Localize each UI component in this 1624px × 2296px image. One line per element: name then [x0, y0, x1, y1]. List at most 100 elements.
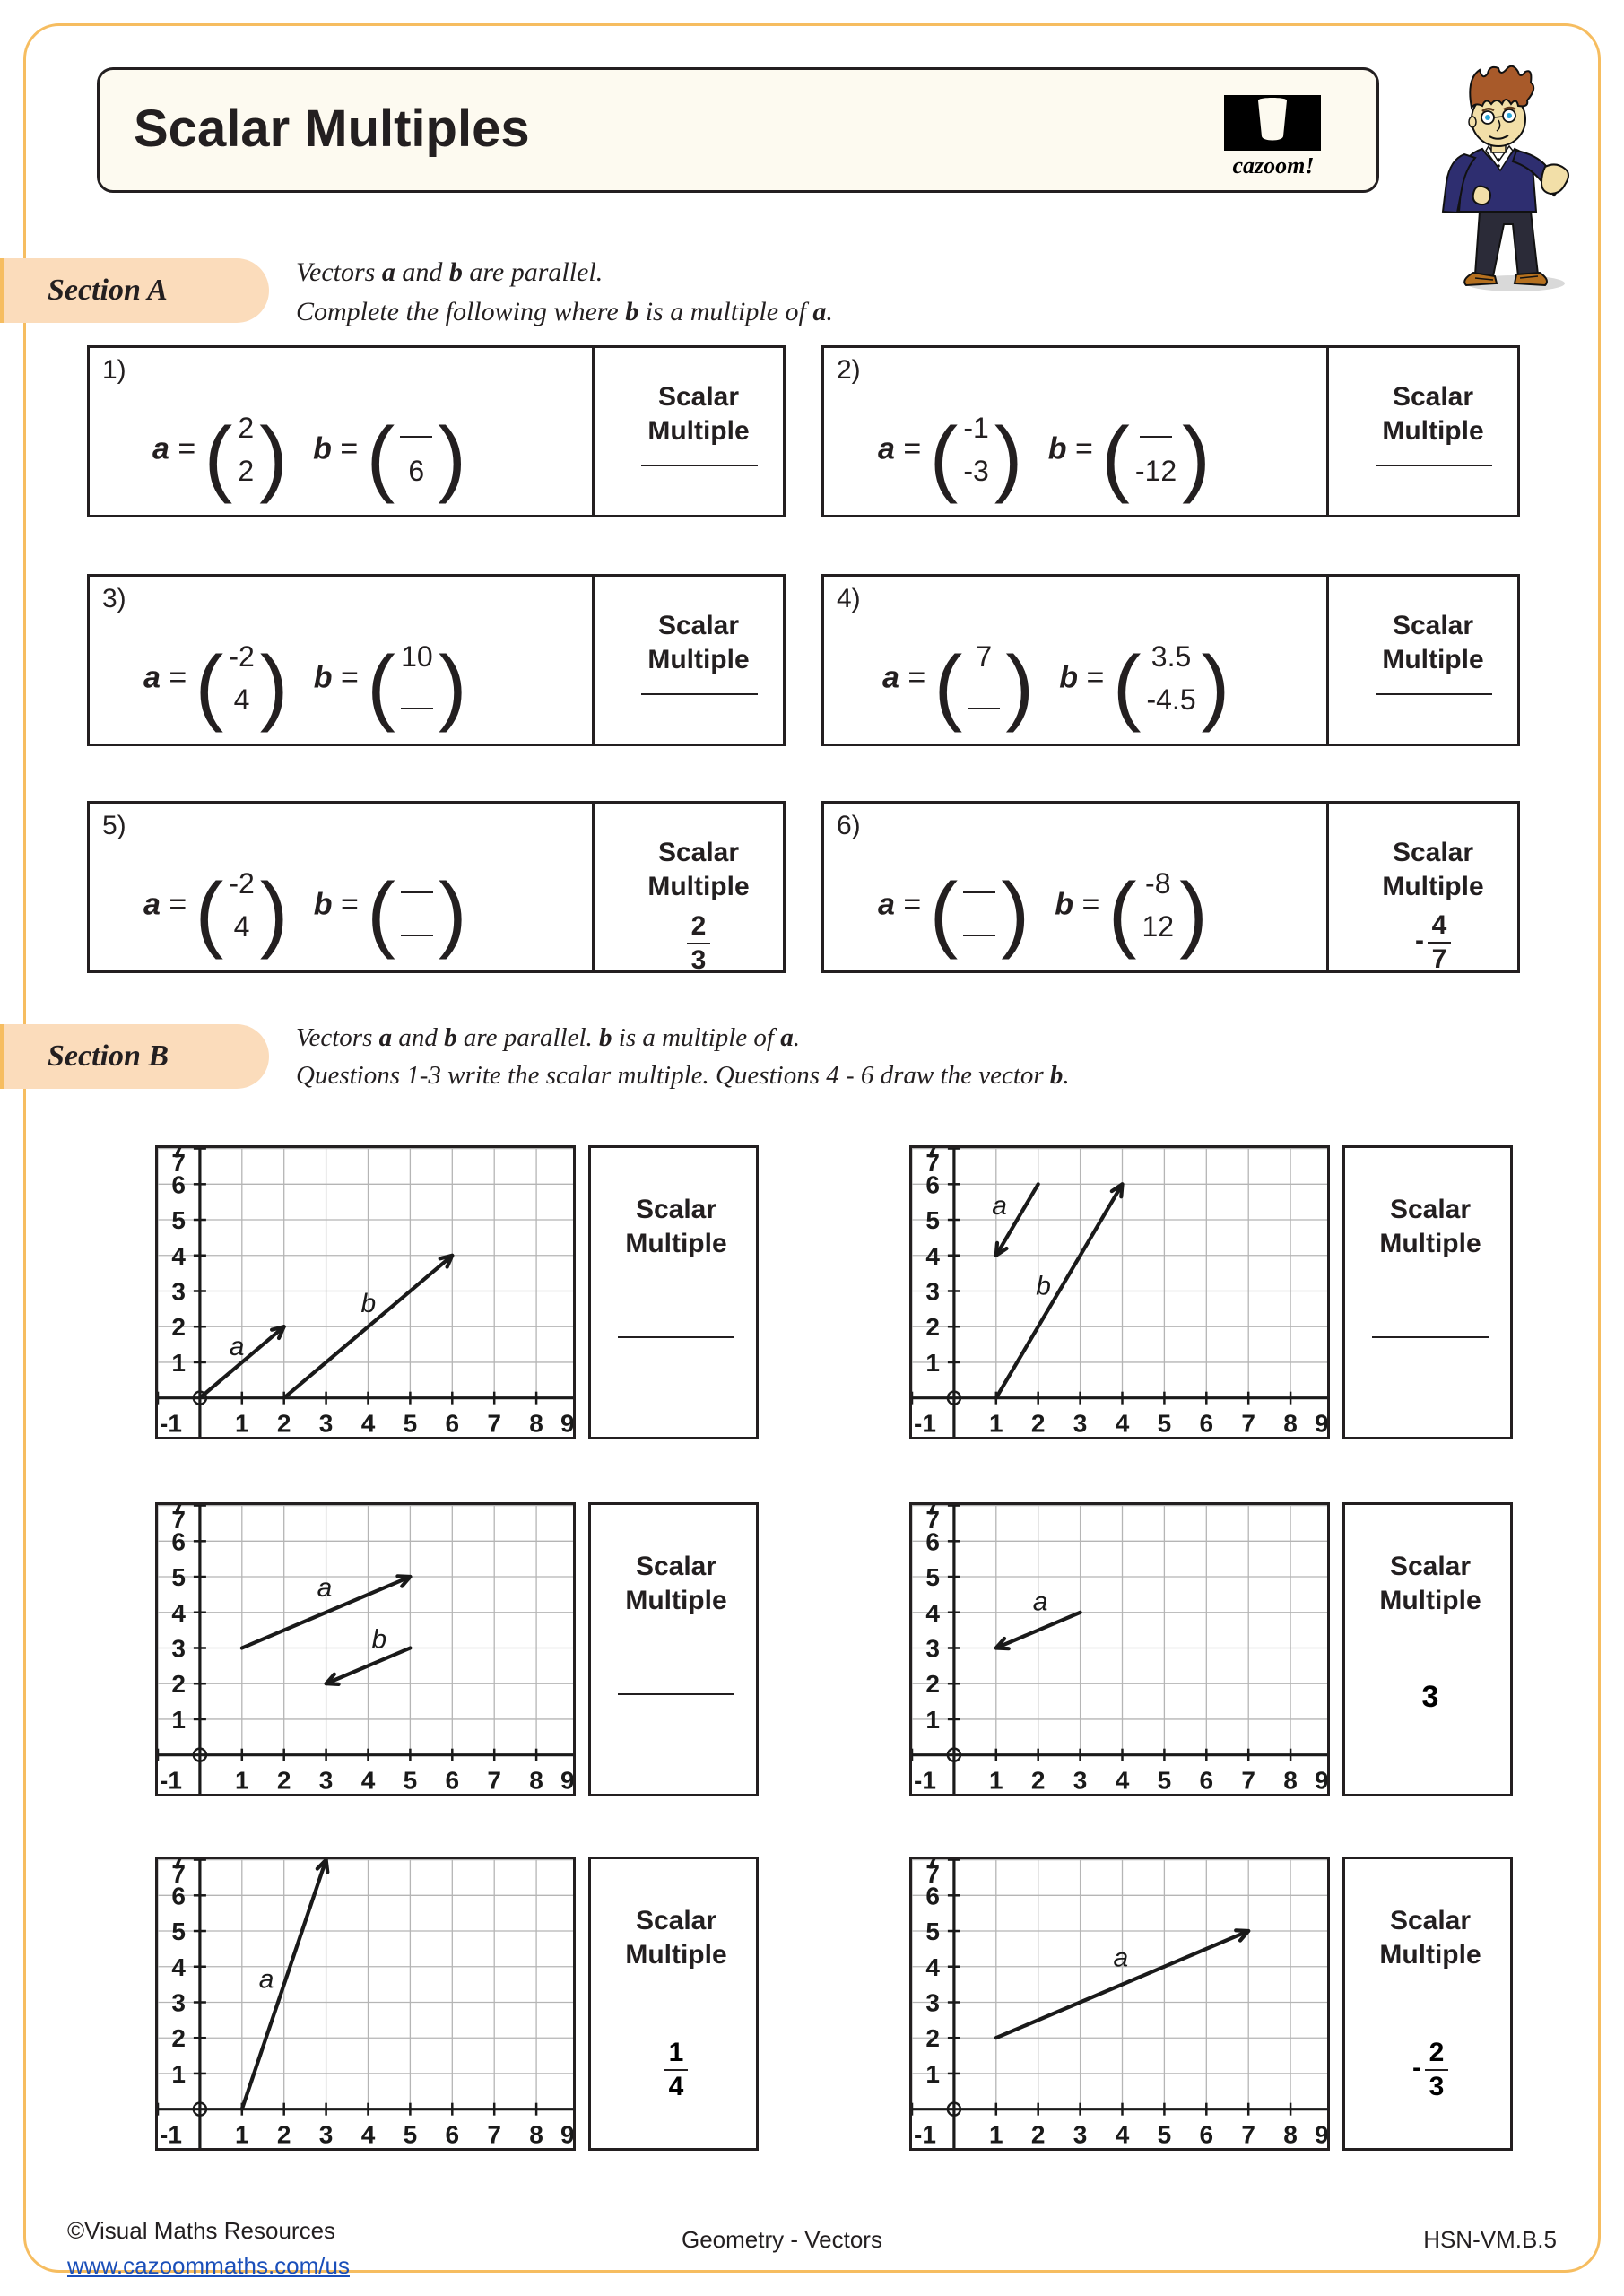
- svg-text:1: 1: [989, 2121, 1003, 2149]
- svg-text:2: 2: [1031, 2121, 1046, 2149]
- svg-text:6: 6: [446, 1410, 460, 1438]
- svg-text:1: 1: [925, 1349, 940, 1377]
- svg-text:9: 9: [560, 1410, 575, 1438]
- svg-text:8: 8: [529, 1767, 543, 1795]
- svg-text:2: 2: [277, 1410, 291, 1438]
- svg-text:6: 6: [1200, 1410, 1214, 1438]
- svg-text:2: 2: [171, 1313, 186, 1341]
- svg-text:3: 3: [171, 1277, 186, 1305]
- svg-text:a: a: [317, 1573, 333, 1603]
- svg-text:4: 4: [925, 1242, 940, 1270]
- svg-text:3: 3: [1073, 2121, 1088, 2149]
- svg-text:1: 1: [925, 2060, 940, 2088]
- svg-text:a: a: [259, 1965, 274, 1995]
- svg-text:3: 3: [925, 1634, 940, 1662]
- svg-text:6: 6: [446, 1767, 460, 1795]
- svg-text:4: 4: [171, 1599, 186, 1627]
- svg-text:b: b: [361, 1289, 377, 1318]
- svg-text:-1: -1: [914, 1410, 936, 1438]
- svg-text:5: 5: [1158, 1410, 1172, 1438]
- svg-text:7: 7: [171, 1149, 186, 1177]
- svg-text:a: a: [230, 1332, 245, 1361]
- svg-text:9: 9: [560, 2121, 575, 2149]
- svg-text:2: 2: [277, 1767, 291, 1795]
- svg-text:3: 3: [1073, 1410, 1088, 1438]
- svg-text:4: 4: [1116, 1767, 1130, 1795]
- svg-text:5: 5: [404, 1410, 418, 1438]
- svg-text:3: 3: [171, 1988, 186, 2016]
- svg-text:2: 2: [925, 1313, 940, 1341]
- svg-text:-1: -1: [160, 2121, 182, 2149]
- svg-text:4: 4: [1116, 2121, 1130, 2149]
- svg-text:3: 3: [1073, 1767, 1088, 1795]
- svg-text:1: 1: [171, 1349, 186, 1377]
- svg-text:1: 1: [989, 1767, 1003, 1795]
- svg-text:4: 4: [361, 2121, 376, 2149]
- svg-text:7: 7: [925, 1506, 940, 1534]
- svg-text:-1: -1: [914, 2121, 936, 2149]
- svg-text:1: 1: [989, 1410, 1003, 1438]
- svg-text:5: 5: [171, 1206, 186, 1234]
- svg-text:3: 3: [925, 1988, 940, 2016]
- svg-text:1: 1: [171, 2060, 186, 2088]
- svg-text:8: 8: [529, 1410, 543, 1438]
- svg-text:2: 2: [1031, 1767, 1046, 1795]
- svg-text:-1: -1: [160, 1410, 182, 1438]
- svg-text:5: 5: [925, 1918, 940, 1945]
- svg-text:b: b: [1036, 1272, 1051, 1301]
- svg-text:2: 2: [925, 1670, 940, 1698]
- svg-text:2: 2: [171, 1670, 186, 1698]
- svg-text:5: 5: [404, 2121, 418, 2149]
- svg-text:1: 1: [235, 1767, 249, 1795]
- svg-text:8: 8: [529, 2121, 543, 2149]
- svg-text:9: 9: [1315, 1410, 1329, 1438]
- svg-text:3: 3: [319, 2121, 334, 2149]
- svg-text:7: 7: [1241, 2121, 1255, 2149]
- svg-text:3: 3: [319, 1767, 334, 1795]
- svg-text:5: 5: [925, 1563, 940, 1591]
- svg-text:5: 5: [171, 1918, 186, 1945]
- svg-text:4: 4: [925, 1953, 940, 1981]
- svg-text:8: 8: [1283, 1410, 1298, 1438]
- svg-text:-1: -1: [160, 1767, 182, 1795]
- svg-text:b: b: [372, 1624, 387, 1654]
- svg-text:9: 9: [560, 1767, 575, 1795]
- svg-text:7: 7: [487, 2121, 501, 2149]
- svg-text:4: 4: [1116, 1410, 1130, 1438]
- svg-text:a: a: [1114, 1944, 1129, 1973]
- svg-text:6: 6: [1200, 1767, 1214, 1795]
- svg-text:1: 1: [235, 1410, 249, 1438]
- svg-text:8: 8: [1283, 1767, 1298, 1795]
- svg-text:7: 7: [1241, 1767, 1255, 1795]
- svg-text:2: 2: [1031, 1410, 1046, 1438]
- svg-text:7: 7: [1241, 1410, 1255, 1438]
- svg-text:9: 9: [1315, 1767, 1329, 1795]
- svg-text:1: 1: [925, 1706, 940, 1734]
- svg-text:1: 1: [171, 1706, 186, 1734]
- svg-text:7: 7: [171, 1860, 186, 1888]
- svg-text:7: 7: [171, 1506, 186, 1534]
- svg-text:5: 5: [1158, 2121, 1172, 2149]
- svg-text:7: 7: [925, 1149, 940, 1177]
- svg-text:5: 5: [171, 1563, 186, 1591]
- svg-text:8: 8: [1283, 2121, 1298, 2149]
- svg-text:7: 7: [487, 1767, 501, 1795]
- svg-text:4: 4: [171, 1953, 186, 1981]
- svg-text:2: 2: [925, 2024, 940, 2052]
- svg-text:5: 5: [925, 1206, 940, 1234]
- svg-text:4: 4: [171, 1242, 186, 1270]
- svg-text:3: 3: [319, 1410, 334, 1438]
- svg-text:2: 2: [277, 2121, 291, 2149]
- svg-text:6: 6: [1200, 2121, 1214, 2149]
- svg-text:4: 4: [361, 1410, 376, 1438]
- svg-text:4: 4: [925, 1599, 940, 1627]
- svg-text:5: 5: [1158, 1767, 1172, 1795]
- svg-text:9: 9: [1315, 2121, 1329, 2149]
- svg-text:4: 4: [361, 1767, 376, 1795]
- svg-text:3: 3: [925, 1277, 940, 1305]
- svg-text:a: a: [992, 1191, 1007, 1221]
- svg-text:6: 6: [446, 2121, 460, 2149]
- svg-text:7: 7: [925, 1860, 940, 1888]
- svg-text:-1: -1: [914, 1767, 936, 1795]
- svg-text:7: 7: [487, 1410, 501, 1438]
